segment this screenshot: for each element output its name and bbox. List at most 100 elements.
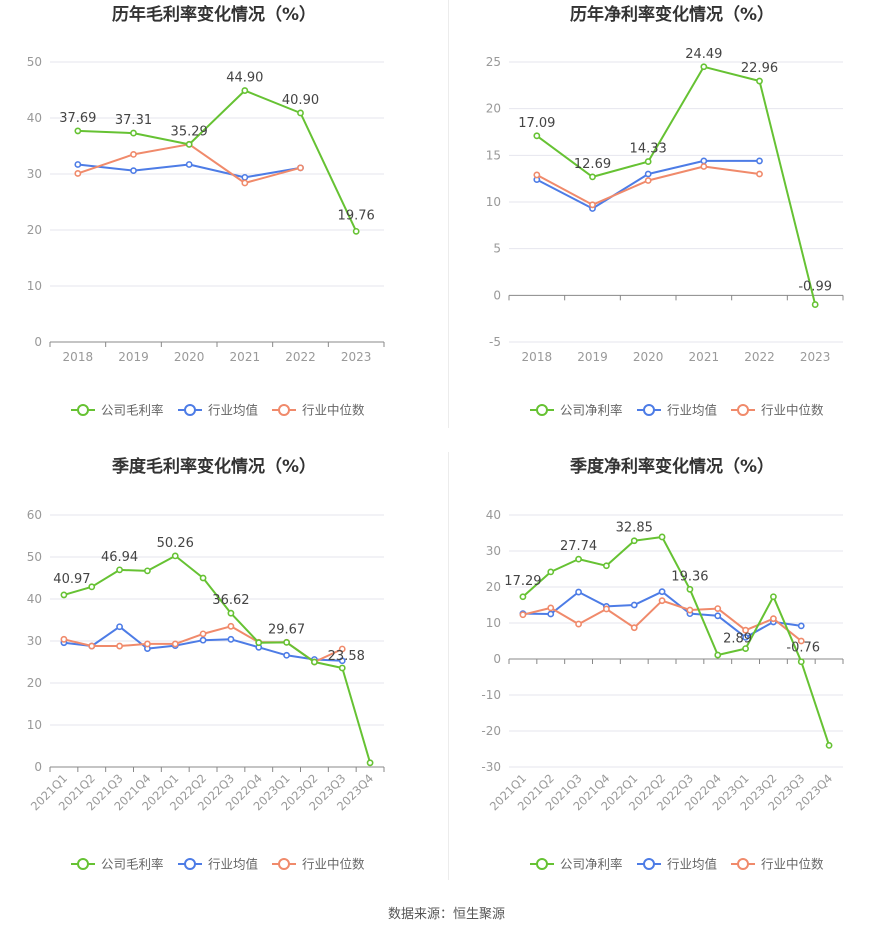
y-tick-label: 30 <box>27 634 42 648</box>
series-line-company <box>536 65 817 305</box>
data-point-company <box>171 552 179 560</box>
data-point-company <box>603 562 610 570</box>
x-tick-label: 2021 <box>689 350 720 364</box>
data-label: 37.69 <box>59 111 96 126</box>
x-tick-label: 2020 <box>174 350 205 364</box>
data-point-median <box>171 640 179 648</box>
data-label: 12.69 <box>574 157 611 172</box>
data-point-median <box>797 637 805 645</box>
data-point-average <box>227 635 235 643</box>
data-point-company <box>60 591 68 599</box>
data-point-average <box>644 170 652 178</box>
chart-panel-1: 历年毛利率变化情况（%） 0 10 20 30 40 50 2018 2019 2020 2021 2… <box>27 4 385 418</box>
data-point-median <box>686 606 694 614</box>
data-label: 35.29 <box>171 124 208 139</box>
data-point-median <box>74 170 82 177</box>
legend-label: 行业均值 <box>208 403 258 418</box>
data-point-company <box>227 609 235 617</box>
x-tick-label: 2021 <box>230 350 261 364</box>
data-point-company <box>700 63 708 71</box>
data-point-median <box>658 597 666 605</box>
x-tick-label: 2022 <box>285 350 316 364</box>
data-point-median <box>144 640 151 648</box>
vertical-divider-bottom <box>448 452 449 880</box>
chart-title: 季度毛利率变化情况（%） <box>112 456 316 477</box>
data-point-average <box>130 167 137 175</box>
legend-marker-icon <box>184 858 196 870</box>
data-label: 17.29 <box>504 574 541 589</box>
data-point-median <box>199 630 207 638</box>
data-point-company <box>770 593 777 601</box>
y-tick-label: 10 <box>486 195 501 209</box>
data-point-average <box>74 161 82 168</box>
y-tick-label: 50 <box>27 55 42 69</box>
legend-item: 行业中位数 <box>731 403 824 418</box>
data-label: -0.99 <box>798 280 832 295</box>
y-tick-label: 40 <box>27 111 42 125</box>
data-label: 19.76 <box>338 208 375 223</box>
legend-marker-icon <box>643 858 655 870</box>
y-tick-label: 15 <box>486 148 501 162</box>
y-tick-label: -20 <box>481 724 501 738</box>
chart-title: 季度净利率变化情况（%） <box>570 456 774 477</box>
x-tick-label: 2018 <box>63 350 94 364</box>
x-tick-label: 2023 <box>341 350 372 364</box>
data-point-average <box>338 657 346 665</box>
legend-label: 行业中位数 <box>302 857 365 872</box>
data-point-company <box>519 593 527 601</box>
y-tick-label: 20 <box>27 676 42 690</box>
data-point-company <box>644 158 652 165</box>
data-label: 24.49 <box>685 47 722 62</box>
data-point-company <box>88 583 96 591</box>
data-label: 37.31 <box>115 113 152 128</box>
data-point-company <box>547 568 555 576</box>
x-tick-label: 2018 <box>522 350 553 364</box>
legend-label: 行业中位数 <box>761 857 824 872</box>
legend-item: 公司毛利率 <box>71 403 164 418</box>
data-point-average <box>547 610 555 618</box>
legend-item: 行业均值 <box>637 403 717 418</box>
legend-label: 行业均值 <box>667 857 717 872</box>
data-point-median <box>547 604 555 612</box>
legend-label: 公司净利率 <box>560 403 623 418</box>
data-point-company <box>297 109 304 117</box>
data-label: 40.97 <box>53 572 90 587</box>
data-point-median <box>88 642 96 650</box>
legend-item: 公司毛利率 <box>71 857 164 872</box>
data-point-average <box>700 157 708 165</box>
data-label: 22.96 <box>741 61 778 76</box>
data-point-median <box>130 150 137 158</box>
data-point-company <box>811 301 819 308</box>
chart-title: 历年毛利率变化情况（%） <box>112 4 316 25</box>
legend-label: 行业均值 <box>667 403 717 418</box>
data-point-company <box>714 651 722 659</box>
x-tick-label: 2020 <box>633 350 664 364</box>
data-label: 14.33 <box>630 142 667 157</box>
y-tick-label: 0 <box>34 335 42 349</box>
data-point-average <box>116 623 123 631</box>
legend-item: 行业均值 <box>178 857 258 872</box>
data-point-average <box>241 173 249 181</box>
data-point-company <box>74 127 82 135</box>
chart-title: 历年净利率变化情况（%） <box>570 4 774 25</box>
data-label: -0.76 <box>786 641 820 656</box>
data-point-median <box>241 179 249 187</box>
data-label: 17.09 <box>518 116 555 131</box>
y-tick-label: 20 <box>27 223 42 237</box>
data-point-average <box>714 612 722 620</box>
data-point-median <box>756 170 763 178</box>
data-point-median <box>589 201 596 209</box>
data-source: 数据来源：恒生聚源 <box>387 907 505 922</box>
data-point-company <box>338 664 346 672</box>
data-point-company <box>283 638 290 646</box>
y-tick-label: 40 <box>486 508 501 522</box>
data-point-company <box>533 132 541 140</box>
legend-item: 公司净利率 <box>530 403 623 418</box>
data-point-average <box>575 588 582 596</box>
chart-panel-4: 季度净利率变化情况（%）-30-20-100102030402021Q12021… <box>481 456 844 872</box>
y-tick-label: 5 <box>493 242 501 256</box>
data-label: 32.85 <box>616 521 653 536</box>
data-point-company <box>630 537 638 545</box>
data-label: 29.67 <box>268 622 305 637</box>
